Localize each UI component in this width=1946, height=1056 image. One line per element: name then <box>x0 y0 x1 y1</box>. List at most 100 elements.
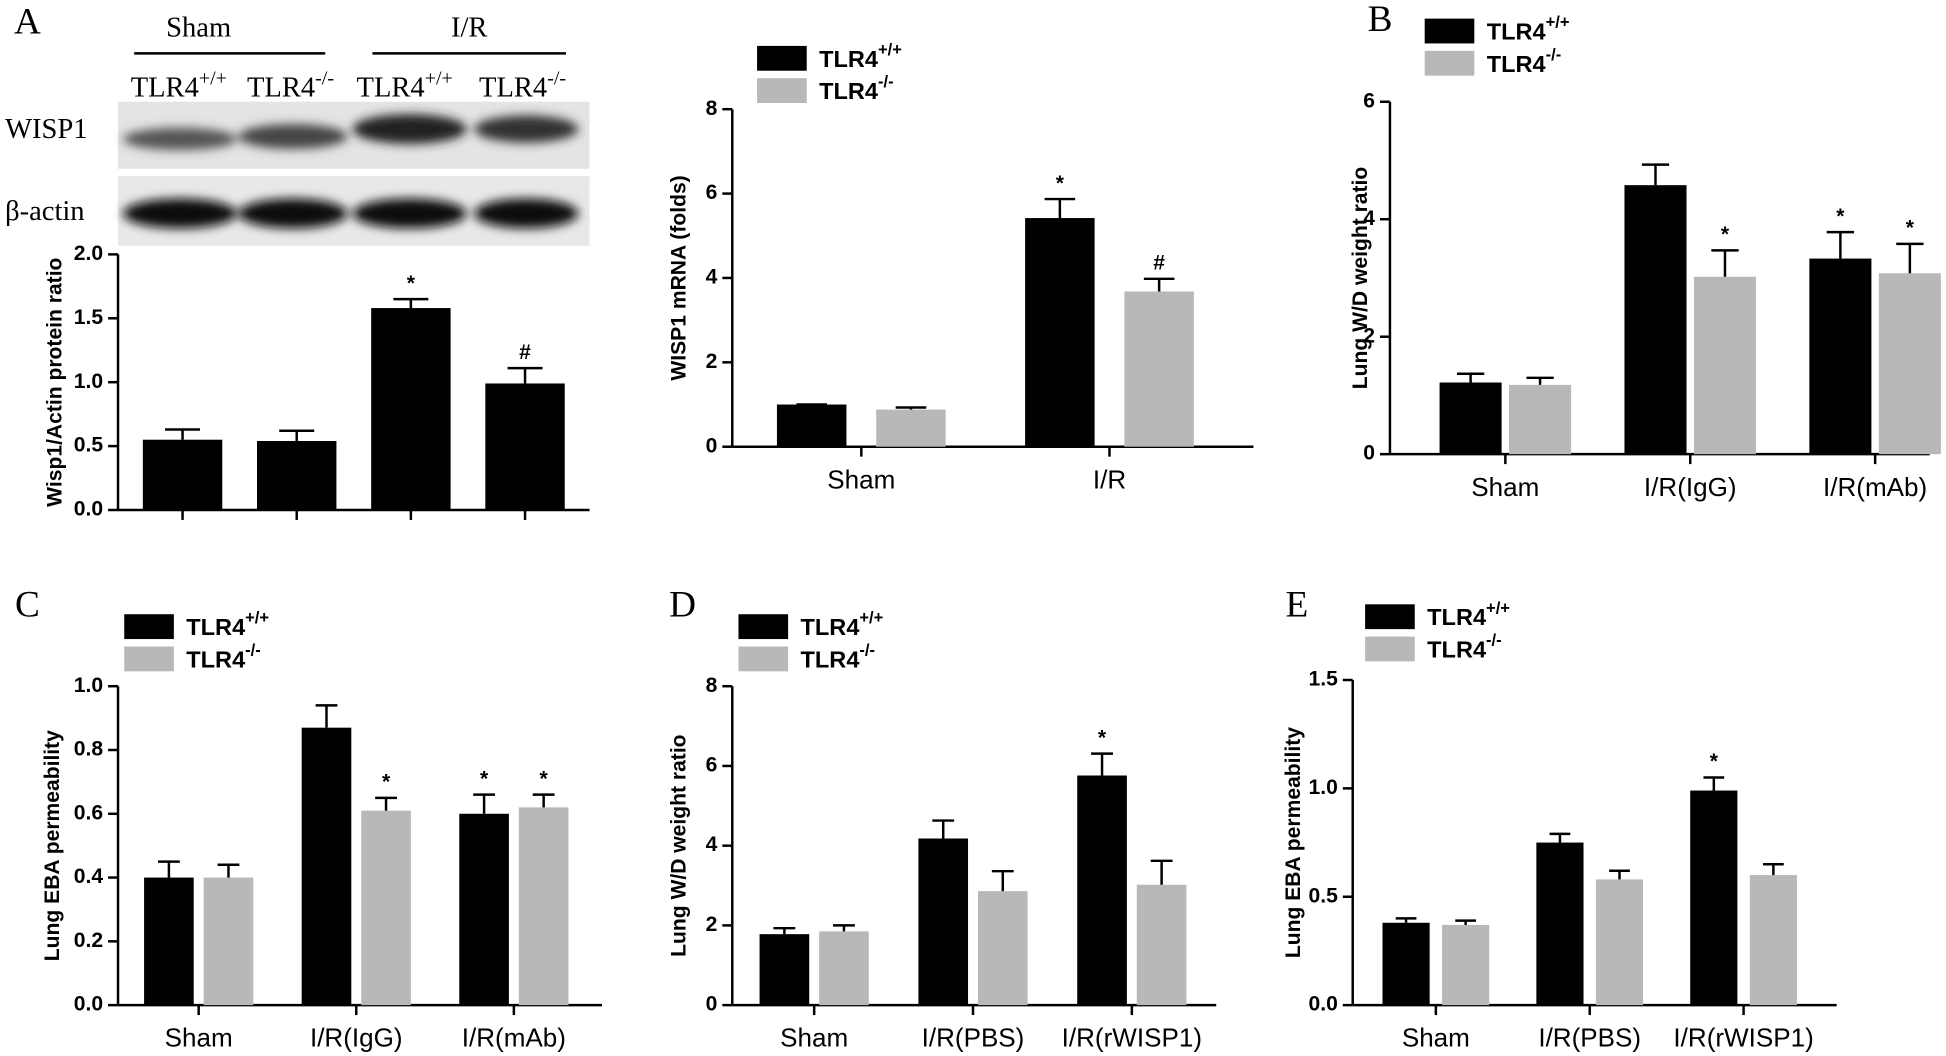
label-with-superscript: TLR4-/- <box>1427 632 1501 663</box>
significance-marker: * <box>1836 205 1845 228</box>
label-superscript: +/+ <box>199 67 227 89</box>
bar <box>1809 258 1872 455</box>
x-tick-label: I/R(IgG) <box>1644 472 1737 502</box>
label-superscript: -/- <box>547 67 566 89</box>
significance-marker: * <box>1906 217 1915 240</box>
significance-marker: # <box>519 341 531 364</box>
y-tick-label: 4 <box>706 266 718 289</box>
y-axis-label: Lung W/D weight ratio <box>668 734 691 957</box>
x-tick-label: I/R(IgG) <box>310 1023 403 1053</box>
x-tick-label: Sham <box>827 464 895 494</box>
y-tick-label: 2.0 <box>74 242 103 265</box>
y-tick-label: 0 <box>1363 442 1375 465</box>
bar <box>518 807 569 1006</box>
y-tick-label: 1.5 <box>1309 668 1339 691</box>
label-base: TLR4 <box>819 46 878 72</box>
label-superscript: +/+ <box>878 41 902 59</box>
significance-marker: * <box>540 767 549 790</box>
legend-swatch <box>738 614 789 640</box>
label-base: TLR4 <box>186 647 245 673</box>
label-superscript: -/- <box>878 73 894 91</box>
y-tick-label: 0.0 <box>1309 993 1338 1016</box>
row-label: β-actin <box>5 196 84 227</box>
y-tick-label: 1.5 <box>74 306 104 329</box>
y-axis-label: Wisp1/Actin protein ratio <box>44 257 67 506</box>
x-tick-label: Sham <box>165 1023 233 1053</box>
panel-letter: C <box>15 585 40 626</box>
y-tick-label: 4 <box>1363 207 1375 230</box>
bar <box>144 877 194 1006</box>
label-superscript: -/- <box>1546 46 1562 64</box>
y-tick-label: 0.2 <box>74 929 103 952</box>
label-base: TLR4 <box>801 614 860 640</box>
bar <box>977 891 1028 1006</box>
label-base: TLR4 <box>819 78 878 104</box>
bar <box>257 440 337 511</box>
group-label: Sham <box>166 12 231 43</box>
legend-swatch <box>1424 50 1475 76</box>
legend-swatch <box>1365 636 1415 662</box>
y-tick-label: 0.8 <box>74 738 104 761</box>
label-with-superscript: TLR4+/+ <box>357 67 453 103</box>
bar <box>142 439 223 511</box>
bar <box>1442 924 1490 1006</box>
legend-swatch <box>124 646 174 672</box>
group-label: I/R <box>451 12 487 43</box>
legend-swatch <box>124 614 174 640</box>
y-tick-label: 0.5 <box>1309 884 1339 907</box>
significance-marker: * <box>1056 172 1065 195</box>
significance-marker: * <box>382 771 391 794</box>
label-base: TLR4 <box>131 72 199 103</box>
bar <box>1693 276 1757 455</box>
y-tick-label: 8 <box>706 97 718 120</box>
x-tick-label: I/R(PBS) <box>1538 1023 1641 1053</box>
x-tick-label: I/R(mAb) <box>1823 472 1927 502</box>
bar <box>1439 382 1502 455</box>
label-with-superscript: TLR4+/+ <box>819 41 902 72</box>
label-base: TLR4 <box>801 647 860 673</box>
y-tick-label: 0.5 <box>74 434 104 457</box>
significance-marker: # <box>1153 251 1165 274</box>
label-with-superscript: TLR4-/- <box>479 67 566 103</box>
y-axis-label: Lung EBA permeability <box>41 730 64 961</box>
y-tick-label: 1.0 <box>74 674 103 697</box>
bar <box>485 383 565 511</box>
label-base: TLR4 <box>1427 604 1486 630</box>
y-tick-label: 0 <box>706 434 718 457</box>
label-base: TLR4 <box>479 72 547 103</box>
y-tick-label: 0.0 <box>74 993 103 1016</box>
label-superscript: +/+ <box>859 610 883 628</box>
bar <box>1595 879 1644 1006</box>
label-superscript: -/- <box>245 642 261 660</box>
bar <box>776 404 847 447</box>
bar <box>918 838 969 1006</box>
row-label: WISP1 <box>5 114 87 145</box>
y-tick-label: 2 <box>706 350 718 373</box>
y-tick-label: 6 <box>706 754 718 777</box>
x-tick-label: Sham <box>1402 1023 1470 1053</box>
y-tick-label: 1.0 <box>74 370 103 393</box>
significance-marker: * <box>407 272 416 295</box>
x-tick-label: I/R(rWISP1) <box>1673 1023 1813 1053</box>
label-base: TLR4 <box>1487 51 1546 77</box>
bar <box>1624 185 1687 455</box>
y-axis-label: WISP1 mRNA (folds) <box>668 175 691 380</box>
y-tick-label: 0.6 <box>74 801 103 824</box>
label-with-superscript: TLR4+/+ <box>1427 600 1510 631</box>
bar <box>1509 384 1572 455</box>
legend-swatch <box>757 78 807 103</box>
significance-marker: * <box>1710 750 1719 773</box>
bar <box>759 934 810 1006</box>
bar <box>203 877 254 1006</box>
label-with-superscript: TLR4+/+ <box>186 610 269 641</box>
y-tick-label: 6 <box>706 181 718 204</box>
y-tick-label: 1.0 <box>1309 776 1338 799</box>
bar <box>1136 884 1187 1006</box>
legend-swatch <box>1365 604 1415 630</box>
y-tick-label: 4 <box>706 833 718 856</box>
y-tick-label: 2 <box>1363 324 1375 347</box>
legend-swatch <box>738 646 789 672</box>
y-tick-label: 2 <box>706 913 718 936</box>
y-tick-label: 6 <box>1363 89 1375 112</box>
